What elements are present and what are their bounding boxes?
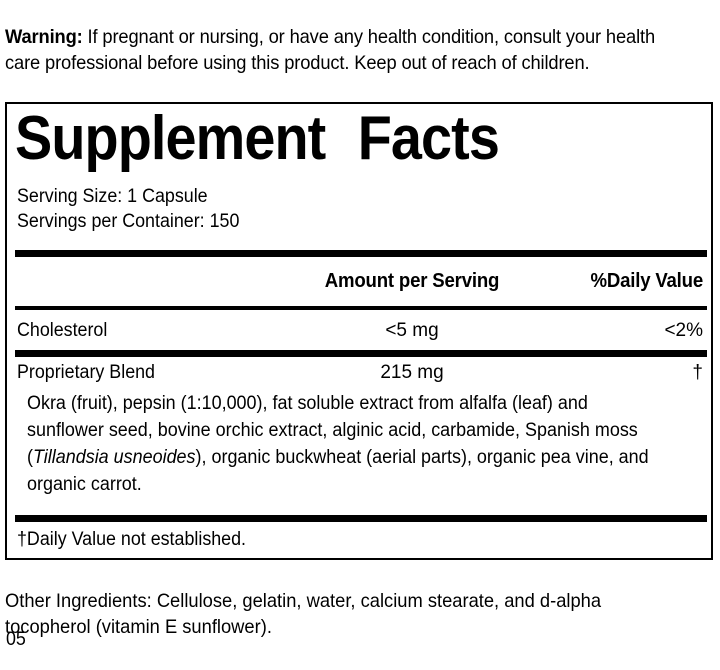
column-header-row: Amount per Serving %Daily Value [7, 268, 711, 298]
panel-title: Supplement Facts [15, 106, 636, 172]
row-amount-cholesterol: <5 mg [385, 320, 439, 341]
proprietary-blend-ingredients: Okra (fruit), pepsin (1:10,000), fat sol… [27, 390, 662, 498]
rule-above-footnote [15, 515, 707, 522]
row-dv-cholesterol: <2% [664, 320, 703, 341]
table-row-proprietary-blend: Proprietary Blend 215 mg † [7, 360, 711, 390]
row-name-proprietary-blend: Proprietary Blend [17, 362, 155, 383]
supplement-facts-panel: Supplement Facts Serving Size: 1 Capsule … [5, 102, 713, 560]
rule-above-headers [15, 250, 707, 257]
panel-title-supplement: Supplement [15, 104, 326, 173]
servings-per-container: Servings per Container: 150 [17, 211, 240, 232]
revision-code: 05 [6, 629, 26, 650]
header-daily-value: %Daily Value [590, 270, 703, 292]
row-amount-proprietary-blend: 215 mg [380, 362, 444, 383]
table-row-cholesterol: Cholesterol <5 mg <2% [7, 318, 711, 348]
blend-ingredients-pre: Okra (fruit), pepsin (1:10,000), fat sol… [27, 393, 638, 468]
other-ingredients: Other Ingredients: Cellulose, gelatin, w… [5, 589, 602, 638]
row-name-cholesterol: Cholesterol [17, 320, 108, 341]
warning-text: If pregnant or nursing, or have any heal… [5, 25, 656, 74]
panel-title-facts: Facts [357, 104, 500, 173]
rule-below-cholesterol [15, 350, 707, 357]
header-amount-per-serving: Amount per Serving [324, 270, 500, 292]
warning-label: Warning: [5, 25, 83, 48]
blend-ingredients-latin-name: Tillandsia usneoides [32, 447, 196, 468]
rule-below-headers [15, 306, 707, 310]
row-dv-proprietary-blend: † [692, 362, 703, 383]
blend-ingredients-post: ), organic buckwheat (aerial parts), org… [27, 447, 649, 495]
serving-info: Serving Size: 1 Capsule Servings per Con… [17, 184, 239, 234]
daily-value-footnote: †Daily Value not established. [17, 529, 247, 550]
warning-paragraph: Warning: If pregnant or nursing, or have… [5, 24, 669, 76]
serving-size: Serving Size: 1 Capsule [17, 186, 208, 207]
